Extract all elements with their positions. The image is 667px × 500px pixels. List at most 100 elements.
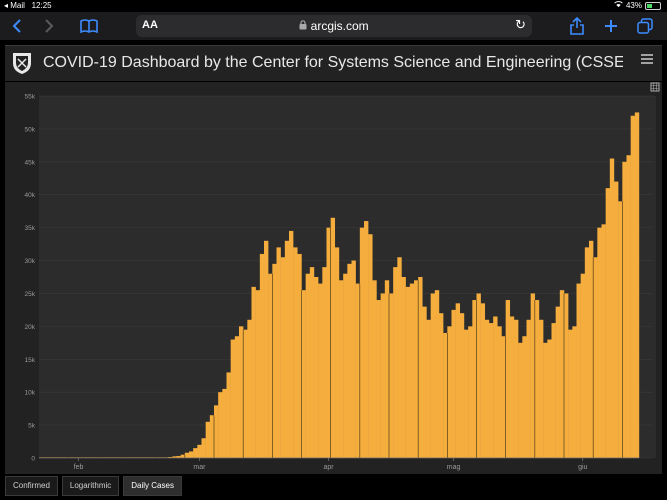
bar[interactable] xyxy=(634,112,640,459)
bar[interactable] xyxy=(184,452,190,458)
bar[interactable] xyxy=(505,300,511,458)
bar[interactable] xyxy=(355,283,361,458)
bar[interactable] xyxy=(584,247,590,458)
bar[interactable] xyxy=(359,227,365,458)
bar[interactable] xyxy=(497,326,502,458)
bar[interactable] xyxy=(489,323,494,458)
bar[interactable] xyxy=(418,277,423,458)
bar[interactable] xyxy=(176,456,181,458)
expand-panel-icon[interactable] xyxy=(650,82,662,94)
bar[interactable] xyxy=(405,286,411,458)
back-icon[interactable] xyxy=(6,15,28,37)
bar[interactable] xyxy=(526,319,531,458)
url-field[interactable]: arcgis.com xyxy=(136,19,532,33)
status-left[interactable]: ◂ Mail 12:25 xyxy=(4,1,52,10)
bar[interactable] xyxy=(334,247,340,458)
bar[interactable] xyxy=(330,217,336,458)
bar[interactable] xyxy=(368,234,373,458)
bar[interactable] xyxy=(230,339,236,458)
bar[interactable] xyxy=(530,293,536,458)
bar[interactable] xyxy=(555,306,561,458)
bar[interactable] xyxy=(576,283,581,458)
bar[interactable] xyxy=(614,181,619,458)
bar[interactable] xyxy=(339,280,344,458)
bar[interactable] xyxy=(243,329,248,458)
bar[interactable] xyxy=(468,326,473,458)
bar[interactable] xyxy=(272,263,277,458)
bar[interactable] xyxy=(618,201,623,458)
forward-icon[interactable] xyxy=(38,15,60,37)
bar[interactable] xyxy=(605,188,611,458)
bar[interactable] xyxy=(301,290,306,458)
bar[interactable] xyxy=(305,273,311,458)
bar[interactable] xyxy=(259,253,265,458)
bar[interactable] xyxy=(193,448,198,458)
bar[interactable] xyxy=(172,456,177,458)
bar[interactable] xyxy=(180,454,186,458)
bar[interactable] xyxy=(593,257,598,458)
bar[interactable] xyxy=(189,451,194,458)
bar[interactable] xyxy=(514,319,519,458)
tabs-overview-icon[interactable] xyxy=(634,15,656,37)
bar[interactable] xyxy=(447,326,452,458)
bar[interactable] xyxy=(551,323,556,458)
bar[interactable] xyxy=(459,313,465,458)
bar[interactable] xyxy=(214,405,219,458)
bar[interactable] xyxy=(434,290,440,458)
bar[interactable] xyxy=(630,115,636,458)
bar[interactable] xyxy=(284,240,290,458)
bar[interactable] xyxy=(609,158,615,458)
bar[interactable] xyxy=(455,303,461,458)
bar[interactable] xyxy=(376,300,381,458)
bar[interactable] xyxy=(364,221,369,458)
bar[interactable] xyxy=(168,457,173,458)
bar[interactable] xyxy=(539,319,544,458)
tab-daily-cases[interactable]: Daily Cases xyxy=(123,476,182,496)
bar[interactable] xyxy=(401,277,406,458)
tab-logarithmic[interactable]: Logarithmic xyxy=(61,476,120,496)
bar[interactable] xyxy=(384,280,390,458)
bar[interactable] xyxy=(476,293,481,458)
bar[interactable] xyxy=(276,247,281,458)
bar[interactable] xyxy=(309,267,315,458)
bar[interactable] xyxy=(464,329,469,458)
bar[interactable] xyxy=(322,267,327,458)
bar[interactable] xyxy=(389,293,394,458)
bar[interactable] xyxy=(347,263,352,458)
bar[interactable] xyxy=(589,240,594,458)
bar[interactable] xyxy=(197,444,202,458)
bar[interactable] xyxy=(472,300,477,458)
bar[interactable] xyxy=(251,286,256,458)
bar[interactable] xyxy=(534,300,540,458)
bar[interactable] xyxy=(318,283,323,458)
bar[interactable] xyxy=(372,280,377,458)
bar[interactable] xyxy=(509,316,515,458)
bar[interactable] xyxy=(564,293,569,458)
tab-confirmed[interactable]: Confirmed xyxy=(5,476,58,496)
hamburger-menu-icon[interactable] xyxy=(640,52,654,70)
bar[interactable] xyxy=(234,336,240,458)
bar[interactable] xyxy=(547,339,552,458)
bar[interactable] xyxy=(209,415,215,458)
bar[interactable] xyxy=(443,332,448,458)
bar[interactable] xyxy=(297,253,302,458)
bar[interactable] xyxy=(493,316,498,458)
bar[interactable] xyxy=(255,290,261,458)
bar[interactable] xyxy=(239,326,244,458)
bar[interactable] xyxy=(218,392,223,458)
share-icon[interactable] xyxy=(566,15,588,37)
bar[interactable] xyxy=(397,257,402,458)
bar[interactable] xyxy=(226,372,231,458)
bar[interactable] xyxy=(247,319,252,458)
bar[interactable] xyxy=(380,293,386,458)
back-to-app-link[interactable]: ◂ Mail xyxy=(4,1,25,10)
bar[interactable] xyxy=(522,336,527,458)
bar[interactable] xyxy=(559,290,565,458)
bar[interactable] xyxy=(568,329,573,458)
bar[interactable] xyxy=(422,306,427,458)
address-bar[interactable]: AA arcgis.com ↻ xyxy=(136,15,532,37)
bar[interactable] xyxy=(580,273,586,458)
bookmarks-icon[interactable] xyxy=(78,15,100,37)
bar[interactable] xyxy=(501,336,506,458)
bar[interactable] xyxy=(601,224,606,458)
